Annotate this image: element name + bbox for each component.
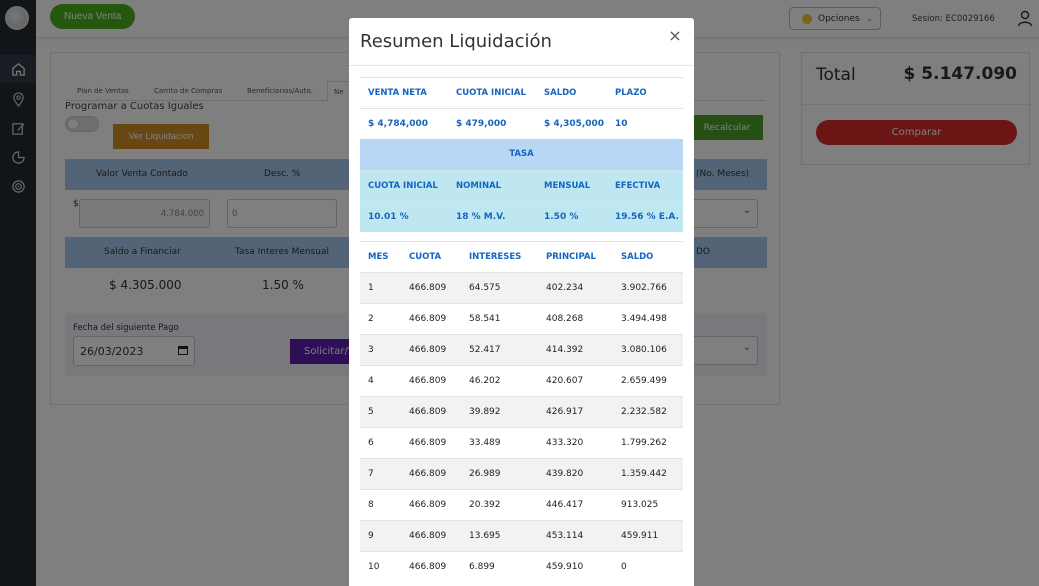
summary-header-row: VENTA NETA CUOTA INICIAL SALDO PLAZO: [360, 77, 683, 108]
modal-title: Resumen Liquidación: [360, 31, 552, 52]
modal-header: Resumen Liquidación ×: [349, 18, 694, 66]
saldo-cell: 2.232.582: [621, 407, 667, 417]
table-row: 6 466.809 33.489 433.320 1.799.262: [360, 427, 683, 458]
principal-cell: 459.910: [546, 562, 584, 572]
table-row: 7 466.809 26.989 439.820 1.359.442: [360, 458, 683, 489]
mes-cell: 10: [368, 562, 380, 572]
mes-cell: 3: [368, 345, 374, 355]
cuota-cell: 466.809: [409, 345, 447, 355]
principal-cell: 408.268: [546, 314, 584, 324]
mes-cell: 9: [368, 531, 374, 541]
saldo-cell: 3.080.106: [621, 345, 667, 355]
table-row: 8 466.809 20.392 446.417 913.025: [360, 489, 683, 520]
cuota-cell: 466.809: [409, 314, 447, 324]
intereses-cell: 6.899: [469, 562, 495, 572]
mes-cell: 1: [368, 283, 374, 293]
mes-header: MES: [368, 252, 389, 262]
plazo-value: 10: [615, 119, 628, 129]
intereses-cell: 46.202: [469, 376, 501, 386]
intereses-header: INTERESES: [469, 252, 522, 262]
saldo-header: SALDO: [544, 88, 577, 98]
saldo-cell: 2.659.499: [621, 376, 667, 386]
rate-efectiva-header: EFECTIVA: [615, 181, 661, 191]
intereses-cell: 20.392: [469, 500, 501, 510]
resumen-liquidacion-modal: Resumen Liquidación × VENTA NETA CUOTA I…: [349, 18, 694, 586]
table-row: 9 466.809 13.695 453.114 459.911: [360, 520, 683, 551]
table-row: 4 466.809 46.202 420.607 2.659.499: [360, 365, 683, 396]
cuota-cell: 466.809: [409, 283, 447, 293]
cuota-cell: 466.809: [409, 562, 447, 572]
table-row: 3 466.809 52.417 414.392 3.080.106: [360, 334, 683, 365]
venta-neta-header: VENTA NETA: [368, 88, 427, 98]
table-row: 5 466.809 39.892 426.917 2.232.582: [360, 396, 683, 427]
tasa-label: TASA: [509, 149, 534, 159]
rate-mensual-value: 1.50 %: [544, 212, 579, 222]
principal-cell: 420.607: [546, 376, 584, 386]
cuota-inicial-value: $ 479,000: [456, 119, 507, 129]
rate-header-row: CUOTA INICIAL NOMINAL MENSUAL EFECTIVA: [360, 170, 683, 201]
cuota-cell: 466.809: [409, 407, 447, 417]
close-icon[interactable]: ×: [668, 26, 682, 45]
rate-mensual-header: MENSUAL: [544, 181, 591, 191]
intereses-cell: 39.892: [469, 407, 501, 417]
principal-cell: 439.820: [546, 469, 584, 479]
amortization-table: MES CUOTA INTERESES PRINCIPAL SALDO 1 466…: [360, 241, 683, 582]
intereses-cell: 26.989: [469, 469, 501, 479]
cuota-header: CUOTA: [409, 252, 442, 262]
saldo-value: $ 4,305,000: [544, 119, 605, 129]
principal-cell: 453.114: [546, 531, 584, 541]
saldo-cell: 459.911: [621, 531, 659, 541]
table-row: 2 466.809 58.541 408.268 3.494.498: [360, 303, 683, 334]
summary-value-row: $ 4,784,000 $ 479,000 $ 4,305,000 10: [360, 108, 683, 139]
summary-table: VENTA NETA CUOTA INICIAL SALDO PLAZO $ 4…: [360, 77, 683, 232]
amortization-header-row: MES CUOTA INTERESES PRINCIPAL SALDO: [360, 241, 683, 272]
principal-cell: 426.917: [546, 407, 584, 417]
saldo-cell: 0: [621, 562, 627, 572]
mes-cell: 6: [368, 438, 374, 448]
principal-cell: 414.392: [546, 345, 584, 355]
saldo-cell: 913.025: [621, 500, 659, 510]
rate-cuota-inicial-value: 10.01 %: [368, 212, 409, 222]
saldo-col-header: SALDO: [621, 252, 654, 262]
mes-cell: 2: [368, 314, 374, 324]
mes-cell: 7: [368, 469, 374, 479]
plazo-header: PLAZO: [615, 88, 647, 98]
intereses-cell: 33.489: [469, 438, 501, 448]
intereses-cell: 64.575: [469, 283, 501, 293]
saldo-cell: 3.902.766: [621, 283, 667, 293]
intereses-cell: 13.695: [469, 531, 501, 541]
cuota-cell: 466.809: [409, 376, 447, 386]
mes-cell: 4: [368, 376, 374, 386]
principal-cell: 446.417: [546, 500, 584, 510]
saldo-cell: 3.494.498: [621, 314, 667, 324]
rate-nominal-value: 18 % M.V.: [456, 212, 506, 222]
venta-neta-value: $ 4,784,000: [368, 119, 429, 129]
saldo-cell: 1.359.442: [621, 469, 667, 479]
amortization-body: 1 466.809 64.575 402.234 3.902.766 2 466.809 58…: [360, 272, 683, 582]
rate-nominal-header: NOMINAL: [456, 181, 502, 191]
cuota-cell: 466.809: [409, 469, 447, 479]
cuota-cell: 466.809: [409, 438, 447, 448]
principal-header: PRINCIPAL: [546, 252, 596, 262]
principal-cell: 402.234: [546, 283, 584, 293]
intereses-cell: 52.417: [469, 345, 501, 355]
cuota-inicial-header: CUOTA INICIAL: [456, 88, 526, 98]
rate-value-row: 10.01 % 18 % M.V. 1.50 % 19.56 % E.A.: [360, 201, 683, 232]
tasa-header-row: TASA: [360, 139, 683, 170]
table-row: 1 466.809 64.575 402.234 3.902.766: [360, 272, 683, 303]
saldo-cell: 1.799.262: [621, 438, 667, 448]
principal-cell: 433.320: [546, 438, 584, 448]
cuota-cell: 466.809: [409, 531, 447, 541]
rate-cuota-inicial-header: CUOTA INICIAL: [368, 181, 438, 191]
intereses-cell: 58.541: [469, 314, 501, 324]
rate-efectiva-value: 19.56 % E.A.: [615, 212, 679, 222]
mes-cell: 5: [368, 407, 374, 417]
table-row: 10 466.809 6.899 459.910 0: [360, 551, 683, 582]
mes-cell: 8: [368, 500, 374, 510]
cuota-cell: 466.809: [409, 500, 447, 510]
